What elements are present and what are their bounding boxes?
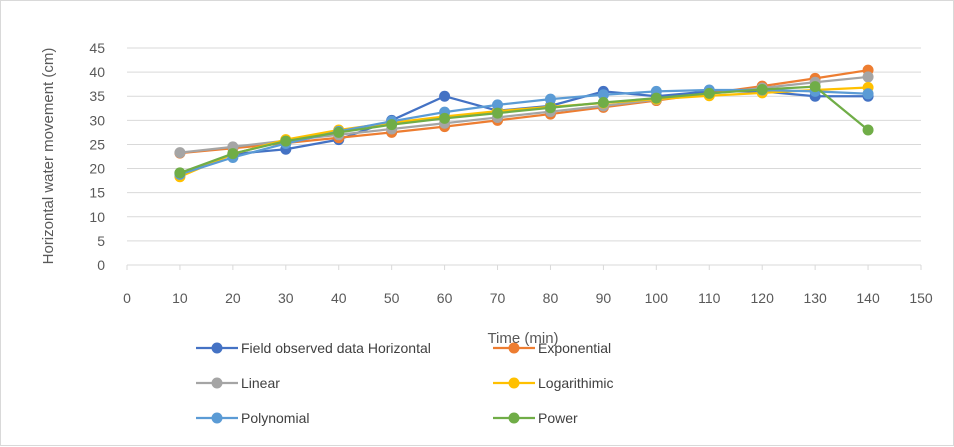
- legend-swatch-marker: [508, 342, 520, 354]
- data-point: [280, 135, 292, 147]
- series-4: [174, 82, 874, 183]
- x-tick-label: 20: [225, 290, 241, 306]
- y-tick-label: 30: [89, 112, 105, 128]
- data-point: [492, 99, 504, 111]
- data-point: [386, 119, 398, 131]
- series-line: [179, 85, 869, 174]
- data-point: [174, 167, 186, 179]
- legend-item: Polynomial: [196, 410, 309, 426]
- series-line: [179, 86, 869, 178]
- data-point: [809, 81, 821, 93]
- legend-swatch-marker: [211, 377, 223, 389]
- legend: Field observed data Horizontal Exponentia…: [196, 340, 613, 426]
- data-point: [333, 126, 345, 138]
- y-tick-label: 10: [89, 209, 105, 225]
- legend-label: Polynomial: [241, 410, 309, 426]
- series-lines: [174, 64, 874, 183]
- series-6: [174, 81, 874, 179]
- data-point: [756, 83, 768, 95]
- x-tick-label: 150: [909, 290, 933, 306]
- data-point: [862, 71, 874, 83]
- y-tick-label: 15: [89, 185, 105, 201]
- data-point: [544, 93, 556, 105]
- x-axis-title: Time (min): [487, 330, 558, 347]
- data-point: [544, 102, 556, 114]
- series-1: [174, 85, 874, 179]
- data-point: [439, 112, 451, 124]
- x-tick-label: 60: [437, 290, 453, 306]
- x-tick-label: 10: [172, 290, 188, 306]
- y-tick-label: 0: [97, 257, 105, 273]
- y-tick-labels: 0 5 10 15 20 25 30 35 40 45: [89, 40, 105, 273]
- data-point: [439, 90, 451, 102]
- y-tick-label: 45: [89, 40, 105, 56]
- series-line: [179, 88, 869, 176]
- legend-item: Exponential: [493, 340, 611, 356]
- legend-item: Power: [493, 410, 578, 426]
- legend-swatch-marker: [508, 412, 520, 424]
- data-point: [174, 147, 186, 159]
- x-tick-labels: 0 10 20 30 40 50 60 70 80 90 100 110 120 130 140 150: [123, 290, 933, 306]
- data-point: [492, 107, 504, 119]
- y-axis-title: Horizontal water movement (cm): [40, 48, 57, 265]
- y-tick-label: 25: [89, 136, 105, 152]
- x-tick-label: 50: [384, 290, 400, 306]
- series-line: [179, 90, 869, 175]
- data-point: [227, 148, 239, 160]
- x-tick-label: 130: [803, 290, 827, 306]
- data-point: [703, 87, 715, 99]
- data-point: [597, 96, 609, 108]
- x-tick-label: 30: [278, 290, 294, 306]
- x-tick-label: 80: [543, 290, 559, 306]
- y-tick-label: 20: [89, 161, 105, 177]
- x-tick-label: 70: [490, 290, 506, 306]
- legend-swatch-marker: [211, 342, 223, 354]
- x-tick-label: 120: [751, 290, 775, 306]
- x-tick-label: 110: [698, 290, 721, 306]
- y-tick-label: 35: [89, 88, 105, 104]
- legend-label: Logarithimic: [538, 375, 613, 391]
- data-point: [650, 92, 662, 104]
- legend-item: Logarithimic: [493, 375, 613, 391]
- x-tick-label: 100: [645, 290, 669, 306]
- legend-label: Power: [538, 410, 578, 426]
- y-tick-label: 5: [97, 233, 105, 249]
- x-tick-label: 40: [331, 290, 347, 306]
- x-tick-label: 140: [856, 290, 880, 306]
- legend-item: Linear: [196, 375, 280, 391]
- legend-label: Field observed data Horizontal: [241, 340, 431, 356]
- legend-label: Exponential: [538, 340, 611, 356]
- legend-label: Linear: [241, 375, 280, 391]
- data-point: [862, 88, 874, 100]
- data-point: [597, 89, 609, 101]
- series-5: [174, 84, 874, 180]
- data-point: [862, 124, 874, 136]
- legend-item: Field observed data Horizontal: [196, 340, 431, 356]
- legend-swatch-marker: [508, 377, 520, 389]
- axes: [126, 264, 922, 270]
- legend-swatch-marker: [211, 412, 223, 424]
- y-tick-label: 40: [89, 64, 105, 80]
- x-tick-label: 90: [596, 290, 612, 306]
- x-tick-label: 0: [123, 290, 131, 306]
